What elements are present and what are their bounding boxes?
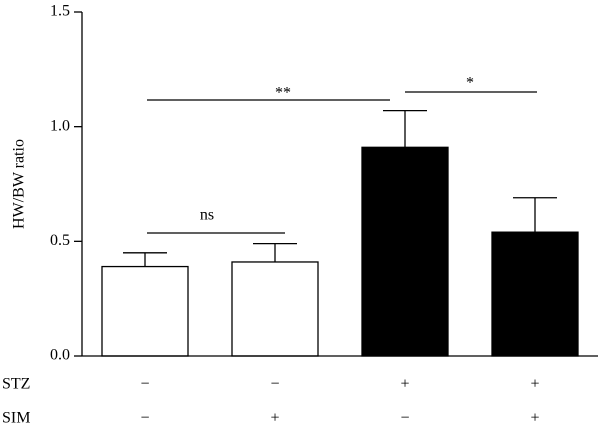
condition-label: SIM [2, 410, 30, 427]
bar [361, 146, 449, 357]
annotation: * [466, 75, 474, 92]
annotation: ns [200, 207, 214, 224]
bar [231, 261, 319, 357]
condition-value: + [270, 410, 279, 427]
condition-value: + [530, 410, 539, 427]
condition-value: − [400, 410, 409, 427]
condition-value: + [400, 376, 409, 393]
bar [491, 231, 579, 357]
condition-value: − [270, 376, 279, 393]
y-axis-label: HW/BW ratio [11, 139, 28, 229]
condition-value: − [140, 376, 149, 393]
bar [101, 265, 189, 357]
condition-value: − [140, 410, 149, 427]
y-tick-label: 0.0 [50, 347, 70, 364]
y-tick-label: 1.0 [50, 117, 70, 134]
y-tick-label: 0.5 [50, 232, 70, 249]
annotation: ** [275, 85, 291, 102]
condition-value: + [530, 376, 539, 393]
y-tick-label: 1.5 [50, 3, 70, 20]
condition-label: STZ [2, 376, 30, 393]
